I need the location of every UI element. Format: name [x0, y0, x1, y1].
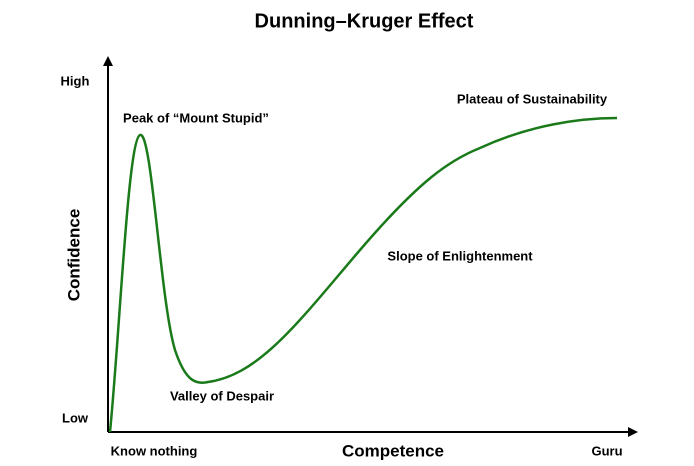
y-high: High: [61, 73, 90, 88]
annotation: Peak of “Mount Stupid”: [123, 110, 269, 125]
y-axis-label: Confidence: [64, 209, 83, 302]
annotation: Plateau of Sustainability: [457, 91, 608, 106]
x-end: Guru: [591, 443, 622, 458]
annotation: Slope of Enlightenment: [387, 248, 533, 263]
title: Dunning–Kruger Effect: [255, 10, 474, 32]
y-low: Low: [62, 410, 89, 425]
annotation: Valley of Despair: [170, 388, 274, 403]
curve: [108, 116, 618, 433]
x-start: Know nothing: [111, 443, 198, 458]
x-axis-label: Competence: [342, 441, 444, 460]
